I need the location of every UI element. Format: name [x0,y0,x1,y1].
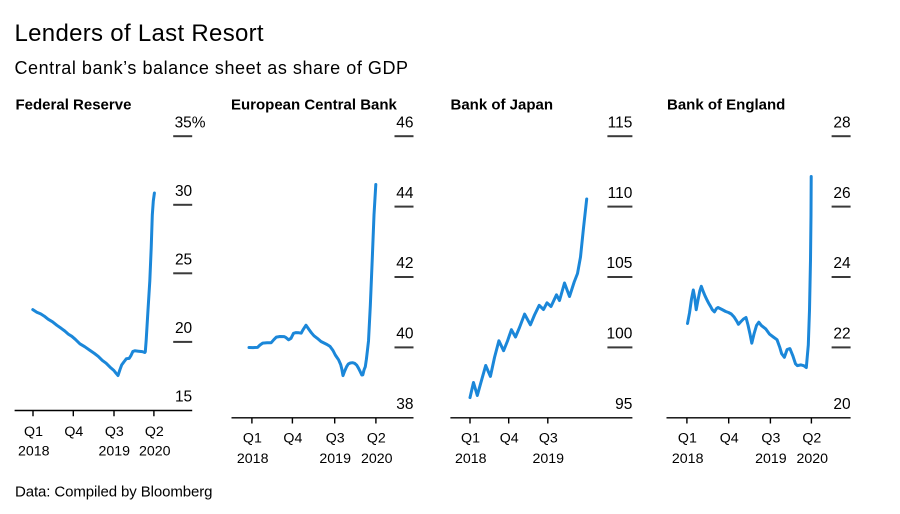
svg-text:Lenders of Last Resort: Lenders of Last Resort [15,20,264,47]
svg-text:35%: 35% [175,114,206,131]
svg-text:Q2: Q2 [802,431,821,447]
svg-text:2018: 2018 [672,451,704,467]
svg-text:40: 40 [396,326,414,343]
svg-text:Q1: Q1 [24,424,43,440]
svg-text:100: 100 [607,326,633,343]
svg-text:Q3: Q3 [539,431,558,447]
svg-text:28: 28 [833,114,850,131]
svg-text:22: 22 [833,326,850,343]
svg-text:Data: Compiled by Bloomberg: Data: Compiled by Bloomberg [15,484,212,501]
svg-text:2019: 2019 [755,451,787,467]
svg-text:25: 25 [175,252,192,269]
svg-text:2018: 2018 [237,451,269,467]
svg-text:European Central Bank: European Central Bank [231,97,398,114]
svg-text:Q4: Q4 [64,424,83,440]
svg-text:Bank of Japan: Bank of Japan [451,97,554,114]
svg-text:Q3: Q3 [326,431,345,447]
svg-text:Q4: Q4 [283,431,302,447]
svg-text:Q3: Q3 [761,431,780,447]
svg-text:95: 95 [615,396,632,413]
svg-text:15: 15 [175,389,192,406]
svg-text:105: 105 [607,255,633,272]
svg-text:Q2: Q2 [145,424,164,440]
svg-text:Q4: Q4 [720,431,739,447]
svg-text:2020: 2020 [361,451,393,467]
svg-text:Federal Reserve: Federal Reserve [16,97,132,114]
svg-text:Q1: Q1 [678,431,697,447]
svg-text:24: 24 [833,255,851,272]
svg-text:Q1: Q1 [461,431,480,447]
svg-text:2018: 2018 [18,443,50,459]
svg-text:30: 30 [175,183,193,200]
svg-text:2020: 2020 [797,451,829,467]
svg-text:110: 110 [608,185,633,202]
svg-text:20: 20 [833,396,851,413]
svg-text:20: 20 [175,320,193,337]
svg-text:Q4: Q4 [500,431,519,447]
svg-text:44: 44 [396,185,414,202]
svg-text:42: 42 [396,255,413,272]
svg-text:Q1: Q1 [243,431,262,447]
svg-text:Q3: Q3 [105,424,124,440]
svg-text:2019: 2019 [533,451,565,467]
svg-text:2019: 2019 [99,443,131,459]
svg-text:Central bank’s balance sheet a: Central bank’s balance sheet as share of… [15,58,409,78]
svg-text:26: 26 [833,185,850,202]
svg-text:2020: 2020 [139,443,171,459]
svg-text:Bank of England: Bank of England [667,97,785,114]
svg-text:2018: 2018 [455,451,487,467]
svg-text:Q2: Q2 [367,431,386,447]
svg-text:115: 115 [608,114,633,131]
svg-text:38: 38 [396,396,413,413]
svg-text:46: 46 [396,114,413,131]
svg-text:2019: 2019 [319,451,351,467]
